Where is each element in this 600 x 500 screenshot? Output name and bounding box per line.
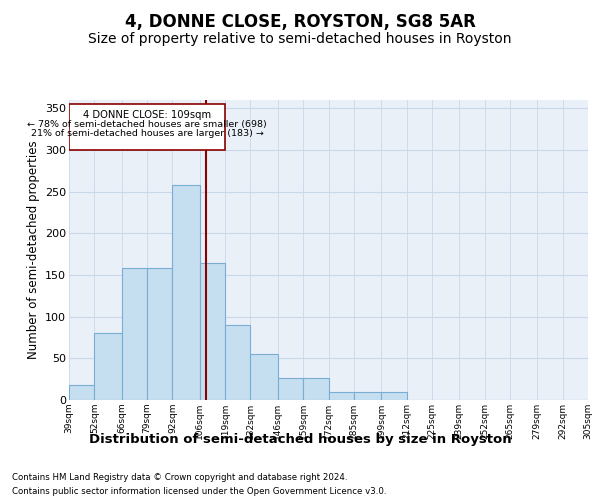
- Bar: [354, 392, 381, 400]
- Bar: [172, 185, 200, 400]
- Bar: [303, 378, 329, 400]
- Bar: [200, 262, 225, 400]
- Text: 4 DONNE CLOSE: 109sqm: 4 DONNE CLOSE: 109sqm: [83, 110, 211, 120]
- Text: 21% of semi-detached houses are larger (183) →: 21% of semi-detached houses are larger (…: [31, 129, 263, 138]
- Bar: [122, 268, 147, 400]
- Bar: [94, 334, 122, 400]
- Text: Distribution of semi-detached houses by size in Royston: Distribution of semi-detached houses by …: [89, 432, 511, 446]
- Bar: [329, 392, 354, 400]
- Text: Size of property relative to semi-detached houses in Royston: Size of property relative to semi-detach…: [88, 32, 512, 46]
- Bar: [278, 378, 303, 400]
- Bar: [381, 392, 407, 400]
- Y-axis label: Number of semi-detached properties: Number of semi-detached properties: [26, 140, 40, 360]
- Bar: [147, 268, 172, 400]
- Bar: [250, 354, 278, 400]
- Text: Contains HM Land Registry data © Crown copyright and database right 2024.: Contains HM Land Registry data © Crown c…: [12, 472, 347, 482]
- Bar: [69, 385, 94, 400]
- Text: 4, DONNE CLOSE, ROYSTON, SG8 5AR: 4, DONNE CLOSE, ROYSTON, SG8 5AR: [125, 12, 475, 30]
- Bar: [225, 325, 250, 400]
- FancyBboxPatch shape: [69, 104, 225, 150]
- Text: ← 78% of semi-detached houses are smaller (698): ← 78% of semi-detached houses are smalle…: [27, 120, 267, 129]
- Text: Contains public sector information licensed under the Open Government Licence v3: Contains public sector information licen…: [12, 488, 386, 496]
